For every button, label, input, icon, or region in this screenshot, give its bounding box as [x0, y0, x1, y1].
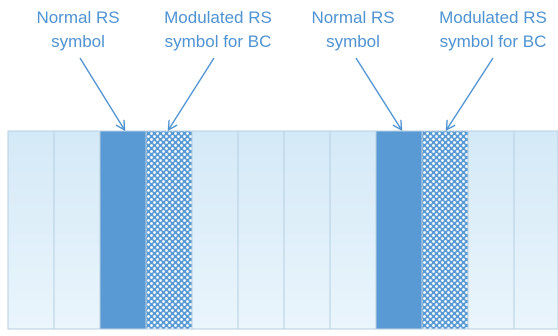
- data-symbol: [191, 130, 239, 330]
- callout-2-line-1: Modulated RS: [164, 8, 272, 27]
- arrow-normal-rs-2: [355, 57, 401, 129]
- data-symbol: [513, 130, 558, 330]
- callout-3-line-1: Normal RS: [311, 8, 394, 27]
- normal-rs-symbol: [375, 130, 423, 330]
- callout-label-3: Normal RS symbol: [311, 8, 394, 51]
- data-symbol: [283, 130, 331, 330]
- svg-text:symbol: symbol: [51, 32, 105, 51]
- data-symbol: [53, 130, 101, 330]
- modulated-rs-symbol: [145, 130, 193, 330]
- callout-4-line-1: Modulated RS: [439, 8, 547, 27]
- callout-3-line-2: symbol: [326, 32, 380, 51]
- svg-text:Normal RS: Normal RS: [311, 8, 394, 27]
- svg-text:Modulated RS: Modulated RS: [164, 8, 272, 27]
- callout-label-1: Normal RS symbol: [36, 8, 119, 51]
- callout-4-line-2: symbol for BC: [440, 32, 547, 51]
- callout-1-line-1: Normal RS: [36, 8, 119, 27]
- data-symbol: [237, 130, 285, 330]
- arrow-normal-rs-1: [79, 57, 124, 129]
- data-symbol: [467, 130, 515, 330]
- normal-rs-symbol: [99, 130, 147, 330]
- svg-text:Normal RS: Normal RS: [36, 8, 119, 27]
- callout-label-4: Modulated RS symbol for BC: [439, 8, 547, 51]
- arrow-modulated-rs-1: [169, 57, 215, 129]
- callout-1-line-2: symbol: [51, 32, 105, 51]
- svg-text:symbol: symbol: [326, 32, 380, 51]
- svg-text:symbol for BC: symbol for BC: [165, 32, 272, 51]
- symbol-strip: [7, 130, 558, 330]
- svg-text:Modulated RS: Modulated RS: [439, 8, 547, 27]
- callout-2-line-2: symbol for BC: [165, 32, 272, 51]
- data-symbol: [329, 130, 377, 330]
- data-symbol: [7, 130, 55, 330]
- arrow-modulated-rs-2: [447, 57, 494, 129]
- svg-text:symbol for BC: symbol for BC: [440, 32, 547, 51]
- callout-label-2: Modulated RS symbol for BC: [164, 8, 272, 51]
- modulated-rs-symbol: [421, 130, 469, 330]
